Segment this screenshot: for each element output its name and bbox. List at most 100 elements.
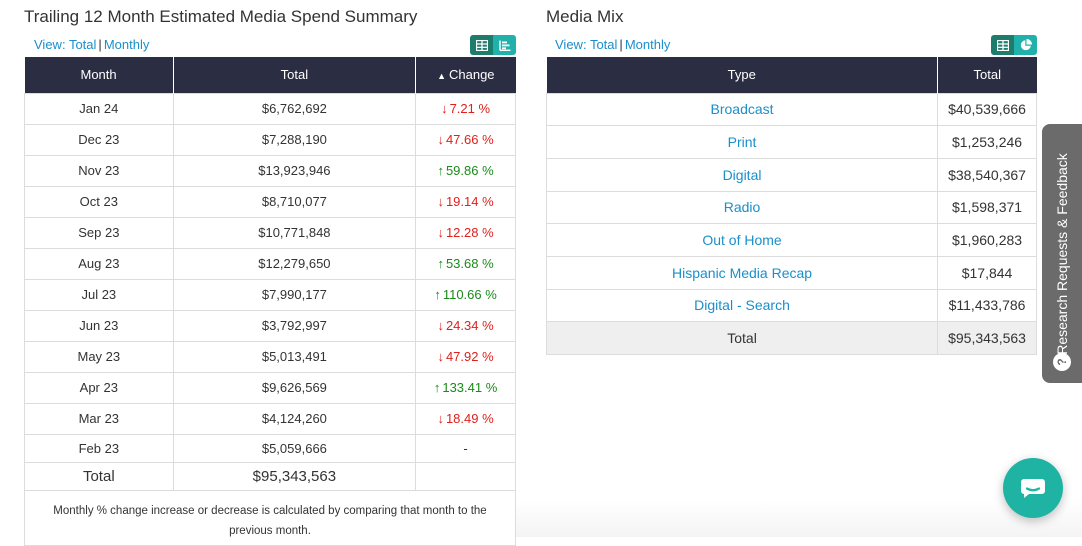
spend-view-label: View: (34, 37, 66, 52)
mix-view-label: View: (555, 37, 587, 52)
type-column-header[interactable]: Type (546, 57, 939, 93)
total-cell: $12,279,650 (172, 247, 417, 280)
chat-icon (1021, 479, 1045, 498)
empty-cell (415, 461, 516, 491)
total-cell: $4,124,260 (172, 402, 417, 435)
mix-table-view-button[interactable] (991, 35, 1014, 55)
total-column-header[interactable]: Total (173, 57, 417, 93)
change-header-label: Change (449, 67, 495, 83)
page-bottom-shade (516, 500, 1082, 537)
media-total-cell: $17,844 (937, 255, 1037, 290)
spend-view-total-link[interactable]: Total (68, 37, 97, 52)
change-value: 59.86 % (445, 163, 494, 178)
change-value: 133.41 % (442, 380, 498, 395)
total-cell: $9,626,569 (172, 371, 417, 404)
mix-view-total-link[interactable]: Total (589, 37, 618, 52)
month-cell: Nov 23 (24, 154, 174, 187)
mix-table-header: Type Total (546, 57, 1037, 93)
mix-view-row: View: Total | Monthly (546, 34, 1037, 57)
spend-display-toggle (470, 35, 516, 55)
mix-view-options: View: Total | Monthly (555, 34, 670, 56)
mix-display-toggle (991, 35, 1037, 55)
arrow-down-icon: ↓ (437, 132, 444, 147)
table-row: Jan 24 $6,762,692 ↓ 7.21 % (24, 92, 516, 125)
total-cell: $6,762,692 (172, 92, 417, 125)
month-cell: Aug 23 (24, 247, 174, 280)
mix-view-monthly-link[interactable]: Monthly (624, 37, 671, 52)
media-total-cell: $1,960,283 (937, 223, 1037, 257)
total-cell: $10,771,848 (172, 216, 417, 249)
change-cell: ↓ 24.34 % (415, 309, 516, 342)
month-cell: Jan 24 (24, 92, 174, 125)
arrow-up-icon: ↑ (437, 256, 444, 271)
change-cell: ↓ 47.66 % (415, 123, 516, 156)
chart-view-button[interactable] (493, 35, 516, 55)
change-footnote: Monthly % change increase or decrease is… (24, 490, 516, 546)
media-type-link[interactable]: Radio (545, 190, 939, 225)
spend-view-separator: | (98, 37, 102, 52)
media-type-link[interactable]: Hispanic Media Recap (545, 255, 939, 290)
table-row: Dec 23 $7,288,190 ↓ 47.66 % (24, 123, 516, 156)
media-type-link[interactable]: Print (545, 125, 939, 159)
table-row: Print $1,253,246 (545, 125, 1037, 159)
change-cell: ↓ 19.14 % (415, 185, 516, 218)
mix-total-label-cell: Total (545, 321, 939, 355)
pie-chart-view-button[interactable] (1014, 35, 1037, 55)
media-type-link[interactable]: Broadcast (545, 92, 939, 127)
spend-summary-title: Trailing 12 Month Estimated Media Spend … (24, 7, 418, 26)
table-row: Mar 23 $4,124,260 ↓ 18.49 % (24, 402, 516, 435)
month-column-header[interactable]: Month (24, 57, 174, 93)
month-cell: Mar 23 (24, 402, 174, 435)
media-type-link[interactable]: Digital (545, 157, 939, 192)
media-mix-panel: Media Mix View: Total | Monthly Type Total… (545, 0, 1037, 355)
change-column-header[interactable]: ▲ Change (415, 57, 516, 93)
question-icon: ? (1053, 353, 1071, 371)
change-cell: ↓ 12.28 % (415, 216, 516, 249)
arrow-down-icon: ↓ (437, 225, 444, 240)
table-row: Digital - Search $11,433,786 (545, 288, 1037, 323)
mix-total-column-header[interactable]: Total (937, 57, 1037, 93)
media-total-cell: $1,253,246 (937, 125, 1037, 159)
spend-view-monthly-link[interactable]: Monthly (103, 37, 150, 52)
pie-chart-icon (1020, 39, 1032, 51)
table-row: Jul 23 $7,990,177 ↑ 110.66 % (24, 278, 516, 311)
table-row: Broadcast $40,539,666 (545, 92, 1037, 127)
mix-total-row: Total $95,343,563 (545, 321, 1037, 355)
table-icon (475, 39, 488, 51)
media-type-link[interactable]: Out of Home (545, 223, 939, 257)
arrow-down-icon: ↓ (441, 101, 448, 116)
chat-button[interactable] (1003, 458, 1063, 518)
spend-view-row: View: Total | Monthly (24, 34, 516, 57)
feedback-tab[interactable]: Research Requests & Feedback ? (1042, 124, 1082, 383)
month-cell: May 23 (24, 340, 174, 373)
table-view-button[interactable] (470, 35, 493, 55)
table-row: Feb 23 $5,059,666 - (24, 433, 516, 463)
change-value: 18.49 % (445, 411, 494, 426)
change-cell: ↑ 59.86 % (415, 154, 516, 187)
total-cell: $5,013,491 (172, 340, 417, 373)
change-cell: - (415, 433, 516, 463)
media-mix-table: Type Total Broadcast $40,539,666 Print $1,2… (545, 57, 1037, 355)
media-total-cell: $40,539,666 (937, 92, 1037, 127)
media-type-link[interactable]: Digital - Search (545, 288, 939, 323)
change-value: 47.92 % (445, 349, 494, 364)
arrow-up-icon: ↑ (434, 287, 441, 302)
table-row: Oct 23 $8,710,077 ↓ 19.14 % (24, 185, 516, 218)
change-cell: ↑ 133.41 % (415, 371, 516, 404)
total-cell: $7,288,190 (172, 123, 417, 156)
total-cell: $8,710,077 (172, 185, 417, 218)
change-value: 7.21 % (449, 101, 491, 116)
change-cell: ↓ 18.49 % (415, 402, 516, 435)
month-cell: Jul 23 (24, 278, 174, 311)
table-row: Radio $1,598,371 (545, 190, 1037, 225)
table-row: May 23 $5,013,491 ↓ 47.92 % (24, 340, 516, 373)
table-row: Sep 23 $10,771,848 ↓ 12.28 % (24, 216, 516, 249)
change-value: 12.28 % (445, 225, 494, 240)
total-cell: $13,923,946 (172, 154, 417, 187)
table-row: Nov 23 $13,923,946 ↑ 59.86 % (24, 154, 516, 187)
table-row: Digital $38,540,367 (545, 157, 1037, 192)
total-cell: $3,792,997 (172, 309, 417, 342)
table-row: Out of Home $1,960,283 (545, 223, 1037, 257)
arrow-down-icon: ↓ (437, 194, 444, 209)
arrow-up-icon: ↑ (437, 163, 444, 178)
